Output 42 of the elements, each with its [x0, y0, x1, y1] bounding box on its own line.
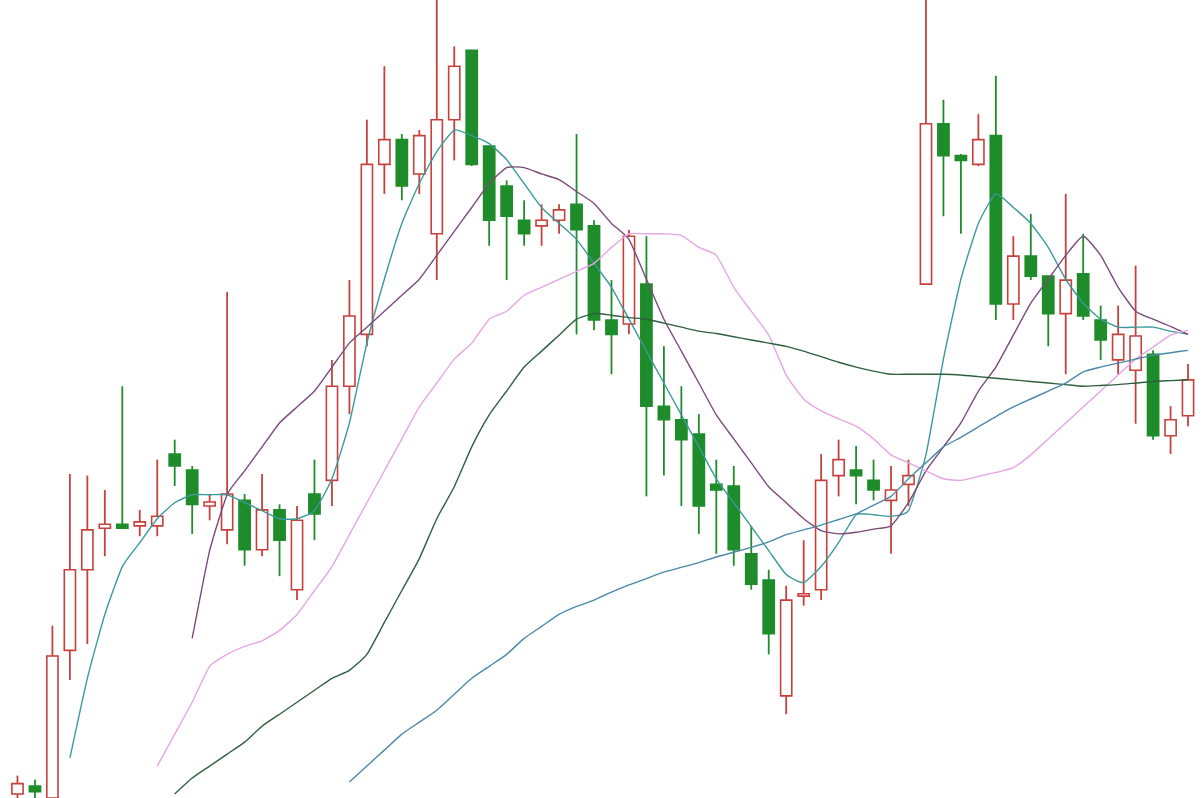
candlestick — [412, 129, 426, 195]
candlestick — [797, 539, 811, 607]
candlestick — [343, 279, 356, 416]
candlestick — [570, 133, 583, 336]
candlestick — [447, 45, 461, 162]
candlestick — [692, 413, 706, 535]
candlestick — [814, 453, 828, 601]
candlestick — [290, 505, 304, 601]
candlestick — [552, 203, 566, 235]
candlestick — [762, 568, 776, 656]
candlestick — [430, 0, 444, 281]
candlestick — [1006, 235, 1020, 321]
candlestick — [168, 438, 182, 487]
candlestick — [98, 489, 112, 558]
candlestick — [1059, 193, 1073, 376]
candlestick — [709, 458, 723, 555]
candlestick — [727, 465, 741, 567]
candlestick — [849, 445, 863, 506]
candlestick — [1181, 362, 1195, 428]
candlestick — [779, 584, 793, 716]
candlestick — [832, 438, 845, 498]
candlestick — [255, 473, 269, 558]
candlestick — [1129, 264, 1143, 425]
candlestick — [674, 385, 688, 507]
candlestick — [500, 179, 514, 281]
candlestick — [395, 133, 409, 202]
candlestick — [133, 509, 147, 538]
candlestick — [989, 74, 1003, 321]
candlestick — [28, 778, 42, 798]
candlestick — [325, 358, 339, 507]
candlestick — [744, 524, 758, 591]
candlestick — [517, 199, 531, 247]
candlestick — [1094, 304, 1108, 361]
candlestick — [605, 279, 618, 376]
candlestick — [80, 474, 94, 645]
candlestick — [63, 473, 77, 681]
candlestick — [937, 98, 950, 218]
candlestick — [308, 458, 321, 542]
candlestick — [220, 291, 234, 546]
candlestick — [657, 345, 671, 477]
candlestick — [377, 65, 391, 195]
candlestick — [640, 235, 653, 498]
